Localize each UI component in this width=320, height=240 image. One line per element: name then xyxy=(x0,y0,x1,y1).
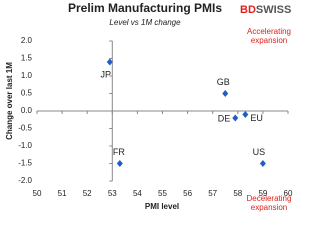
y-tick-label: -1.0 xyxy=(18,141,32,150)
point xyxy=(242,111,249,118)
chart-title: Prelim Manufacturing PMIs xyxy=(68,1,222,15)
y-tick-label: -1.5 xyxy=(18,159,32,168)
x-tick-label: 53 xyxy=(108,189,117,198)
point-label: JP xyxy=(101,69,112,79)
point-label: DE xyxy=(218,113,231,123)
point xyxy=(222,90,229,97)
point xyxy=(259,160,266,167)
y-tick-label: 2.0 xyxy=(21,36,33,45)
x-tick-label: 50 xyxy=(33,189,42,198)
y-tick-label: 1.0 xyxy=(21,71,33,80)
x-tick-label: 58 xyxy=(233,189,242,198)
x-tick-label: 57 xyxy=(208,189,217,198)
logo-part: SWISS xyxy=(256,4,291,16)
x-tick-label: 55 xyxy=(158,189,167,198)
x-tick-label: 56 xyxy=(183,189,192,198)
point-label: GB xyxy=(217,77,230,87)
annotation: Decelerating expansion xyxy=(246,194,292,212)
chart-subtitle: Level vs 1M change xyxy=(109,18,181,27)
point xyxy=(106,58,113,66)
logo-part: BD xyxy=(240,4,256,16)
x-tick-label: 59 xyxy=(258,189,267,198)
point-label: FR xyxy=(113,147,125,157)
y-axis-label: Change over last 1M xyxy=(5,62,14,140)
point xyxy=(232,114,239,122)
x-tick-label: 60 xyxy=(284,189,293,198)
point xyxy=(116,160,123,167)
point-label: US xyxy=(253,147,266,157)
y-tick-label: 1.5 xyxy=(21,54,33,63)
chart: Prelim Manufacturing PMIs Level vs 1M ch… xyxy=(5,1,293,211)
page: Prelim Manufacturing PMIs Level vs 1M ch… xyxy=(5,1,293,212)
y-tick-label: 0.0 xyxy=(21,106,33,115)
point-label: EU xyxy=(250,113,263,123)
y-tick-label: 0.5 xyxy=(21,89,33,98)
y-tick-label: -0.5 xyxy=(18,124,32,133)
logo: BDSWISS xyxy=(240,4,291,16)
annotation: Accelerating expansion xyxy=(246,27,292,45)
y-tick-label: -2.0 xyxy=(18,176,32,185)
x-axis-label: PMI level xyxy=(145,202,179,211)
x-tick-label: 52 xyxy=(83,189,92,198)
x-tick-label: 51 xyxy=(58,189,67,198)
x-tick-label: 54 xyxy=(133,189,142,198)
